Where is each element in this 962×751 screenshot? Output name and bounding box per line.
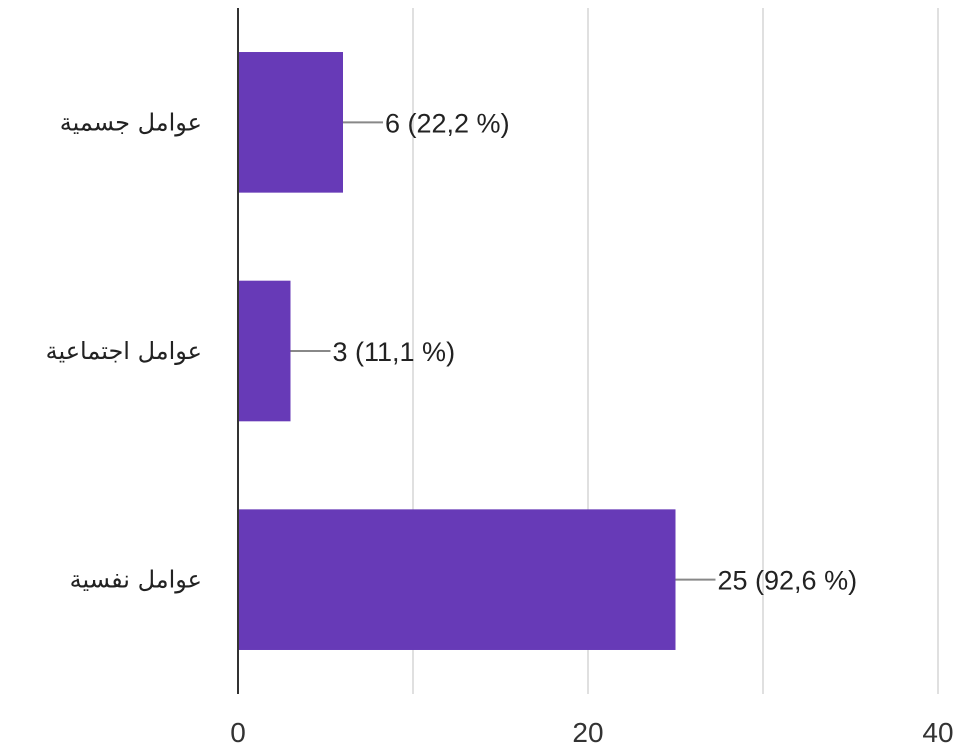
data-label: 3 (11,1 %): [333, 337, 456, 367]
category-label: عوامل جسمية: [60, 108, 202, 136]
bar: [239, 280, 291, 422]
bar: [239, 509, 676, 650]
category-label: عوامل اجتماعية: [46, 337, 202, 365]
labels: 0 20 40 6 (22,2 %) عوامل جسمية 3 (11,1 %) عوام…: [46, 108, 954, 748]
x-tick-label: 0: [230, 717, 246, 748]
bar: [239, 52, 343, 193]
x-tick-label: 40: [922, 717, 953, 748]
category-label: عوامل نفسية: [70, 566, 202, 594]
data-label: 25 (92,6 %): [718, 566, 858, 596]
data-label: 6 (22,2 %): [385, 108, 510, 138]
x-tick-label: 20: [572, 717, 603, 748]
bars: [239, 52, 676, 650]
